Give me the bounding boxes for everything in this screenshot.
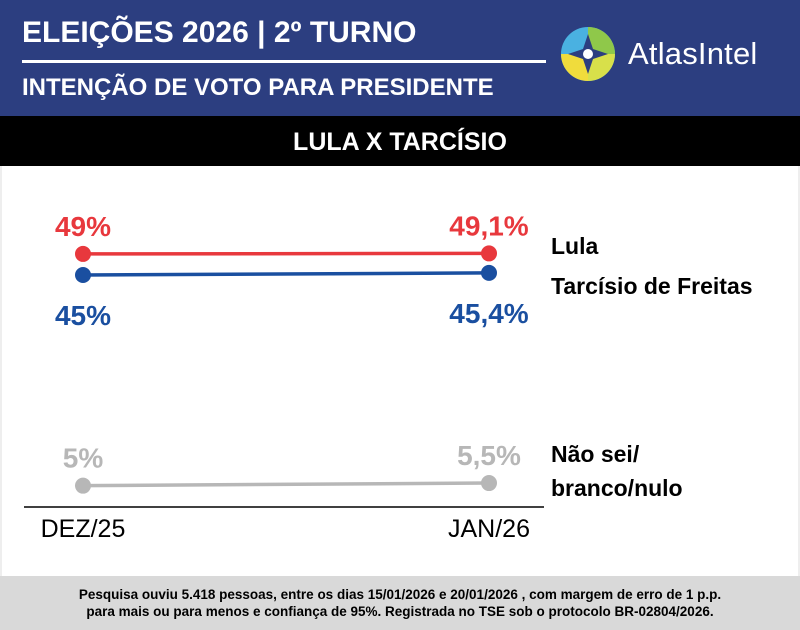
series-line-tarcisio-de-freitas — [82, 271, 490, 277]
title-divider — [22, 60, 546, 63]
page-title: ELEIÇÕES 2026 | 2º TURNO — [22, 16, 417, 49]
data-label-nao-sei-branco-nulo-2: 5,5% — [457, 440, 521, 471]
brand-name: AtlasIntel — [628, 36, 758, 71]
series-layer: 49% 49,1% 45% 45,4% 5% 5,5% — [55, 210, 529, 494]
legend-label-lula: Lula — [551, 233, 598, 259]
x-tick-label: JAN/26 — [448, 515, 530, 543]
brand: AtlasIntel — [558, 24, 794, 84]
series-line-lula — [82, 251, 490, 256]
data-point-nao-sei-branco-nulo-2 — [481, 475, 497, 492]
footer-line-1: Pesquisa ouviu 5.418 pessoas, entre os d… — [78, 587, 722, 602]
legend-label-nao-sei-branco-nulo: Não sei/branco/nulo — [551, 441, 683, 501]
line-chart: 49% 49,1% 45% 45,4% 5% 5,5% DEZ/25 JAN/26 Lula… — [0, 166, 800, 576]
x-tick-labels: DEZ/25 JAN/26 — [41, 515, 530, 543]
data-point-tarcisio-de-freitas-1 — [75, 267, 91, 283]
footer-note: Pesquisa ouviu 5.418 pessoas, entre os d… — [0, 576, 800, 630]
chart-banner: LULA X TARCÍSIO — [0, 116, 800, 166]
data-label-tarcisio-de-freitas-2: 45,4% — [449, 298, 528, 329]
legend: Lula Tarcísio de Freitas Não sei/branco/nu… — [551, 233, 753, 501]
data-point-tarcisio-de-freitas-2 — [481, 264, 497, 281]
data-label-tarcisio-de-freitas-1: 45% — [55, 300, 111, 331]
data-point-nao-sei-branco-nulo-1 — [75, 477, 91, 494]
data-point-lula-2 — [481, 245, 497, 262]
header: ELEIÇÕES 2026 | 2º TURNO INTENÇÃO DE VOT… — [0, 0, 800, 116]
data-label-nao-sei-branco-nulo-1: 5% — [63, 443, 104, 474]
page-subtitle: INTENÇÃO DE VOTO PARA PRESIDENTE — [22, 74, 494, 101]
atlasintel-logo-icon — [561, 27, 615, 81]
series-lula: 49% 49,1% — [55, 210, 529, 262]
data-label-lula-1: 49% — [55, 211, 111, 242]
data-point-lula-1 — [75, 245, 91, 262]
data-label-lula-2: 49,1% — [449, 210, 528, 241]
series-tarcisio-de-freitas: 45% 45,4% — [55, 264, 529, 331]
legend-label-tarcisio-de-freitas: Tarcísio de Freitas — [551, 273, 753, 299]
series-line-nao-sei-branco-nulo — [82, 481, 490, 488]
footer-line-2: para mais ou para menos e confiança de 9… — [86, 604, 714, 619]
series-nao-sei-branco-nulo: 5% 5,5% — [63, 440, 521, 494]
x-tick-label: DEZ/25 — [41, 515, 126, 543]
